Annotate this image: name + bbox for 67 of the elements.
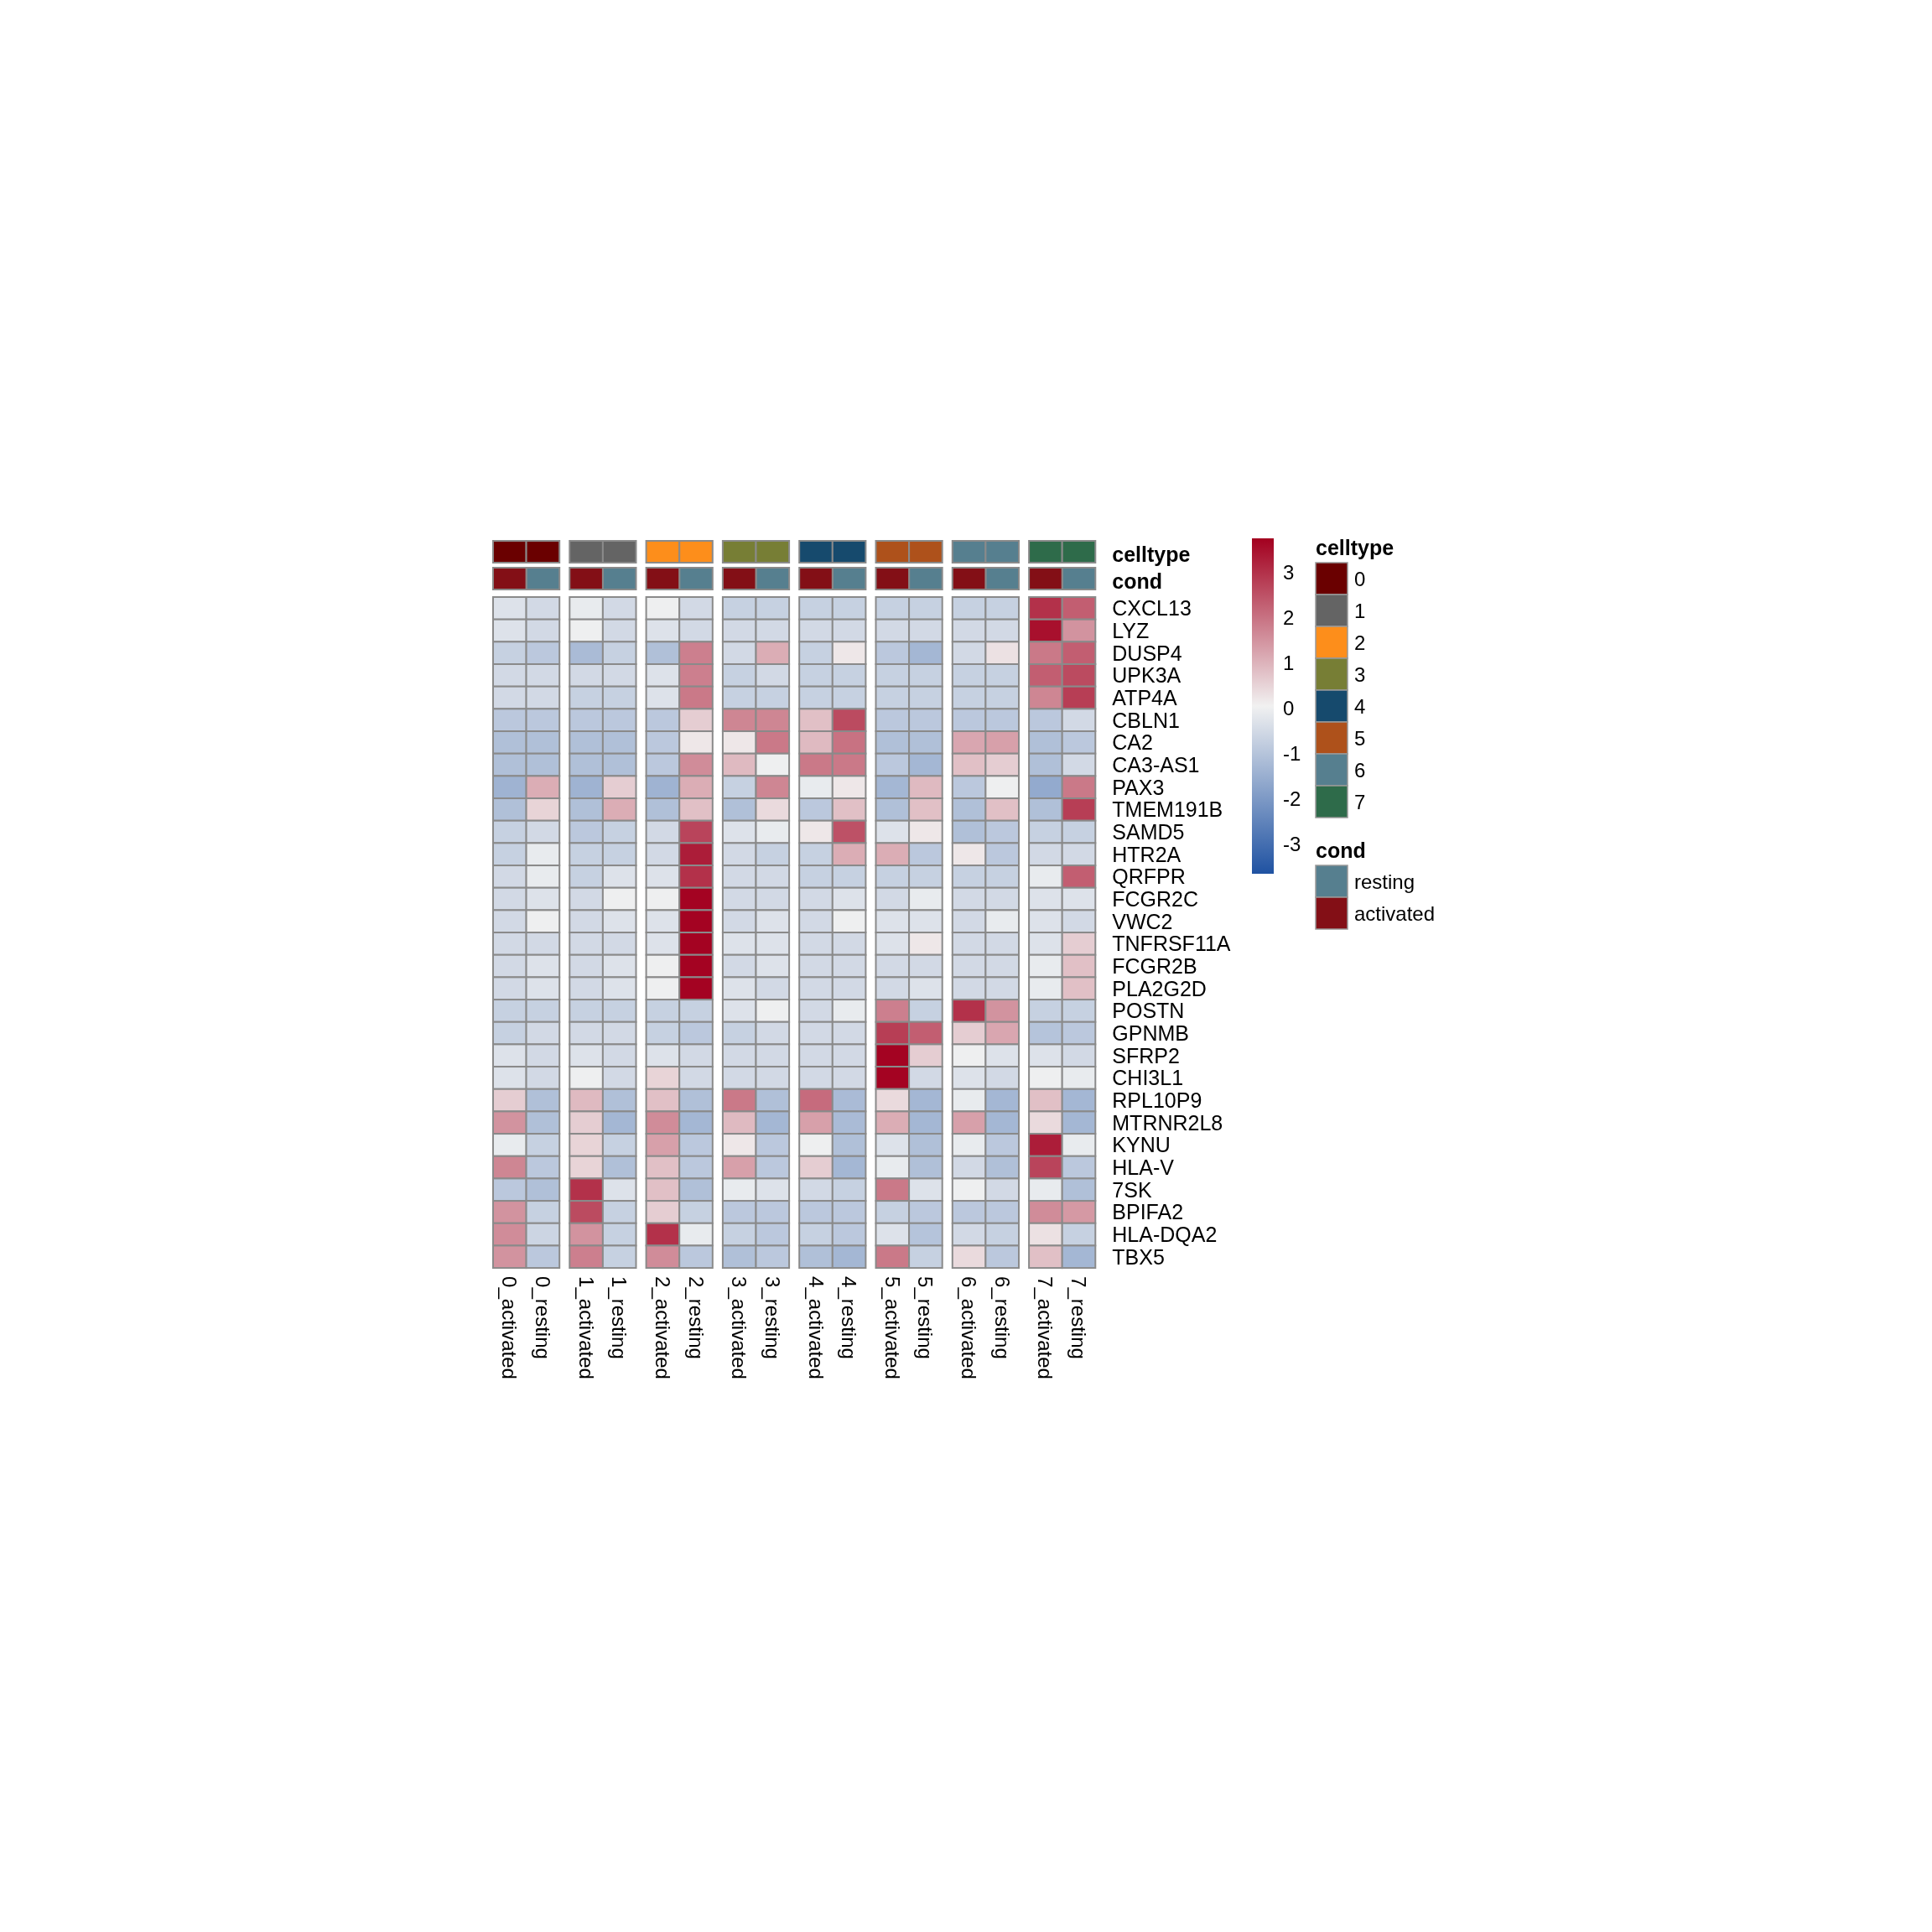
- y-tick-label: DUSP4: [1112, 641, 1182, 665]
- x-tick-label: 1_resting: [608, 1276, 631, 1359]
- legend-label: resting: [1354, 870, 1415, 893]
- y-tick-label: LYZ: [1112, 619, 1150, 643]
- y-tick-label: VWC2: [1112, 909, 1173, 933]
- legend-label: 3: [1354, 662, 1366, 686]
- y-tick-label: POSTN: [1112, 999, 1185, 1023]
- y-tick-label: FCGR2B: [1112, 954, 1197, 979]
- x-tick-label: 7_activated: [1034, 1276, 1057, 1379]
- y-axis-title: celltype: [1112, 543, 1191, 566]
- y-tick-label: CXCL13: [1112, 596, 1192, 621]
- y-tick-label: PAX3: [1112, 775, 1165, 799]
- y-tick-label: CBLN1: [1112, 708, 1180, 732]
- y-tick-label: TBX5: [1112, 1244, 1165, 1269]
- x-tick-label: 3_activated: [728, 1276, 751, 1379]
- x-tick-label: 5_resting: [914, 1276, 937, 1359]
- x-tick-label: 0_resting: [531, 1276, 554, 1359]
- x-tick-label: 0_activated: [498, 1276, 522, 1379]
- y-tick-label: RPL10P9: [1112, 1088, 1202, 1113]
- y-tick-label: GPNMB: [1112, 1021, 1189, 1046]
- y-tick-label: 7SK: [1112, 1177, 1152, 1202]
- legend-title: cond: [1316, 839, 1366, 862]
- y-tick-label: TMEM191B: [1112, 797, 1223, 822]
- y-tick-label: UPK3A: [1112, 663, 1182, 688]
- color-bar-label: -3: [1283, 833, 1301, 856]
- y-tick-label: QRFPR: [1112, 865, 1186, 889]
- y-tick-label: HLA-V: [1112, 1156, 1175, 1180]
- x-tick-label: 2_resting: [684, 1276, 708, 1359]
- y-tick-label: TNFRSF11A: [1112, 932, 1231, 956]
- legend-label: activated: [1354, 901, 1436, 925]
- y-tick-label: HTR2A: [1112, 842, 1182, 866]
- y-tick-label: BPIFA2: [1112, 1200, 1184, 1224]
- x-tick-label: 3_resting: [761, 1276, 784, 1359]
- x-tick-label: 4_resting: [838, 1276, 861, 1359]
- x-tick-label: 4_activated: [804, 1276, 828, 1379]
- legend-label: 4: [1354, 694, 1366, 718]
- color-bar-label: 2: [1283, 606, 1295, 630]
- legend-title: celltype: [1316, 536, 1394, 559]
- x-tick-label: 1_activated: [574, 1276, 598, 1379]
- y-tick-label: FCGR2C: [1112, 887, 1199, 911]
- legend-label: 2: [1354, 631, 1366, 654]
- color-bar-label: 0: [1283, 697, 1295, 720]
- y-tick-label: CHI3L1: [1112, 1066, 1184, 1090]
- legend-label: 7: [1354, 790, 1366, 813]
- color-bar-label: 1: [1283, 652, 1295, 675]
- color-bar-label: 3: [1283, 561, 1295, 584]
- legend-label: 1: [1354, 599, 1366, 622]
- legend-label: 5: [1354, 726, 1366, 750]
- y-tick-label: MTRNR2L8: [1112, 1110, 1223, 1135]
- x-tick-label: 6_resting: [990, 1276, 1014, 1359]
- y-axis-title: cond: [1112, 569, 1163, 593]
- x-tick-label: 2_activated: [651, 1276, 674, 1379]
- legend-label: 0: [1354, 567, 1366, 590]
- y-tick-label: SFRP2: [1112, 1043, 1180, 1067]
- color-bar-label: -2: [1283, 787, 1301, 811]
- color-bar-label: -1: [1283, 742, 1301, 766]
- y-tick-label: KYNU: [1112, 1133, 1171, 1157]
- y-tick-label: PLA2G2D: [1112, 976, 1207, 1000]
- y-tick-label: SAMD5: [1112, 820, 1185, 844]
- x-tick-label: 7_resting: [1067, 1276, 1090, 1359]
- y-tick-label: CA3-AS1: [1112, 753, 1200, 777]
- y-tick-label: HLA-DQA2: [1112, 1223, 1218, 1247]
- x-tick-label: 6_activated: [958, 1276, 981, 1379]
- x-tick-label: 5_activated: [880, 1276, 904, 1379]
- y-tick-label: ATP4A: [1112, 686, 1177, 710]
- y-tick-label: CA2: [1112, 730, 1153, 755]
- legend-label: 6: [1354, 758, 1366, 782]
